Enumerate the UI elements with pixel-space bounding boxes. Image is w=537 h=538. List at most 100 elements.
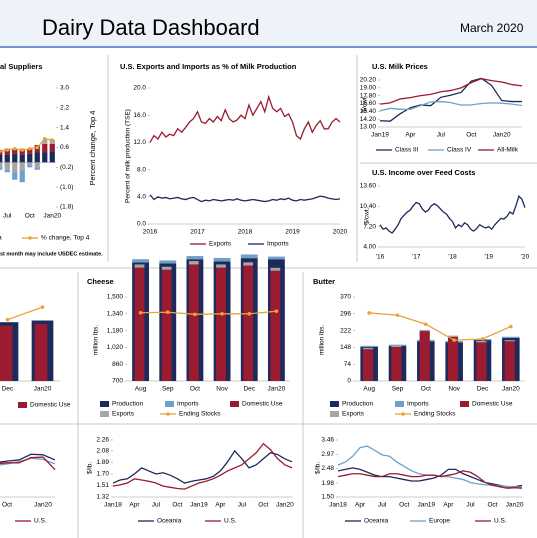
legend-dot	[28, 236, 32, 240]
data-point	[395, 313, 400, 317]
x-tick-label: Jan20	[502, 386, 520, 393]
y-tick-label: 1,500	[107, 294, 124, 301]
chart-title: al Suppliers	[0, 62, 43, 71]
y-tick-label: (0.2)	[60, 164, 73, 171]
legend-label: Production	[342, 401, 373, 408]
chart-title: Butter	[313, 277, 335, 286]
x-tick-label: Jul	[466, 502, 475, 509]
data-line	[112, 442, 293, 490]
y-axis-label: $/lb.	[87, 462, 94, 474]
bar	[391, 345, 402, 347]
data-line	[369, 312, 512, 341]
legend-swatch	[460, 401, 469, 407]
legend-label: Production	[112, 401, 143, 408]
bar	[476, 341, 487, 343]
x-tick-label: Oct	[399, 502, 409, 509]
y-tick-label: 222	[340, 327, 351, 334]
x-tick-label: Jul	[437, 132, 446, 139]
x-tick-label: '17	[412, 254, 421, 261]
bar	[49, 143, 55, 152]
bar	[4, 169, 10, 173]
data-point	[509, 324, 513, 329]
data-point	[5, 148, 10, 152]
data-point	[50, 138, 55, 142]
y-tick-label: 4.0	[137, 194, 146, 201]
bar	[27, 148, 33, 154]
bar	[34, 162, 40, 168]
x-tick-label: Dec	[477, 386, 489, 393]
y-tick-label: 1.51	[96, 482, 109, 489]
bar	[213, 257, 231, 262]
legend-label: Exports	[112, 411, 135, 418]
bar	[49, 151, 55, 163]
bar	[188, 264, 199, 381]
chart-note: st month may include USDEC estimate.	[0, 251, 103, 257]
page-date: March 2020	[460, 21, 524, 35]
x-tick-label: Sep	[162, 386, 174, 393]
x-tick-label: Oct	[466, 132, 476, 139]
data-point	[424, 322, 428, 327]
y-tick-label: 370	[340, 294, 351, 301]
data-point	[42, 137, 47, 141]
x-tick-label: Oct	[172, 502, 182, 509]
y-tick-label: 3.0	[60, 85, 69, 92]
bar	[49, 141, 55, 144]
x-tick-label: Oct	[487, 502, 497, 509]
legend-label: Imports	[267, 241, 289, 248]
y-axis-label: million lbs.	[93, 325, 100, 356]
bar	[502, 336, 520, 338]
legend-label: Exports	[342, 411, 365, 418]
legend-label: U.S.	[34, 518, 47, 525]
data-line	[337, 467, 523, 488]
x-tick-label: 2020	[333, 229, 348, 236]
legend-label: Ending Stocks	[179, 411, 221, 418]
legend-swatch	[100, 401, 109, 407]
bar	[0, 162, 3, 168]
y-tick-label: 2.48	[321, 465, 334, 472]
legend-dot	[166, 412, 170, 416]
bar	[19, 154, 25, 163]
bar	[34, 152, 40, 163]
x-tick-label: Jan20	[276, 502, 294, 509]
legend-label: Domestic Use	[472, 401, 513, 408]
bar	[270, 270, 281, 381]
x-tick-label: Aug	[363, 386, 375, 393]
x-tick-label: Sep	[392, 386, 404, 393]
data-line	[140, 310, 277, 315]
bar	[504, 340, 515, 342]
x-tick-label: '19	[485, 254, 494, 261]
y-tick-label: 4.00	[363, 244, 376, 251]
chart-title: U.S. Income over Feed Costs	[372, 168, 475, 177]
y-tick-label: 2.97	[321, 451, 334, 458]
legend-swatch	[330, 401, 339, 407]
bar	[19, 162, 25, 170]
bar	[132, 259, 150, 263]
bar	[240, 254, 258, 259]
y-axis-label: $/cwt.	[364, 207, 371, 224]
x-tick-label: Jul	[238, 502, 247, 509]
bar	[34, 323, 48, 381]
bar	[4, 148, 10, 155]
bar	[391, 346, 402, 381]
y-tick-label: 0.6	[60, 144, 69, 151]
legend-label: Exports	[209, 241, 232, 248]
bar	[0, 154, 3, 163]
legend-label: Imports	[407, 401, 429, 408]
bar	[4, 162, 10, 170]
data-point	[220, 312, 224, 316]
data-line	[112, 449, 293, 484]
x-tick-label: Apr	[355, 502, 366, 509]
x-tick-label: Apr	[215, 502, 226, 509]
x-tick-label: Jan20	[506, 502, 524, 509]
page-title: Dairy Data Dashboard	[42, 15, 260, 40]
x-tick-label: Jan18	[104, 502, 122, 509]
y-tick-label: 860	[112, 361, 123, 368]
x-tick-label: Jan20	[34, 502, 52, 509]
y-tick-label: 1.4	[60, 124, 69, 131]
y-axis-label: million lbs.	[319, 325, 326, 356]
data-point	[193, 312, 197, 317]
bar	[4, 154, 10, 163]
x-tick-label: Oct	[2, 502, 12, 509]
bar	[0, 149, 3, 155]
